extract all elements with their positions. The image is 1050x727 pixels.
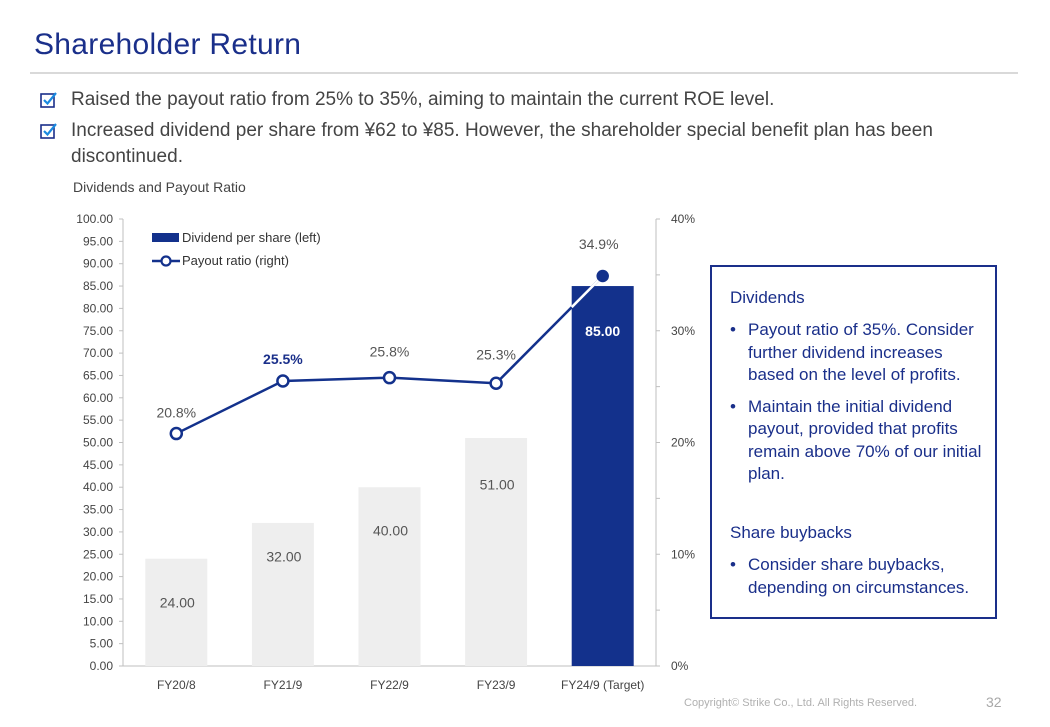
left-tick-label: 25.00 — [83, 547, 113, 561]
list-item: Payout ratio of 35%. Consider further di… — [730, 319, 992, 387]
left-tick-label: 10.00 — [83, 614, 113, 628]
right-tick-label: 40% — [671, 212, 695, 226]
left-tick-label: 100.00 — [76, 212, 113, 226]
dividend-bar-label: 40.00 — [373, 522, 408, 538]
payout-line-segment-overlay — [570, 275, 604, 309]
dividends-list: Payout ratio of 35%. Consider further di… — [730, 319, 992, 495]
x-category-label: FY22/9 — [370, 678, 409, 692]
left-tick-label: 75.00 — [83, 324, 113, 338]
left-tick-label: 40.00 — [83, 480, 113, 494]
legend-bar-label: Dividend per share (left) — [182, 230, 321, 245]
checkbox-check-icon — [40, 92, 57, 108]
left-tick-label: 60.00 — [83, 391, 113, 405]
x-category-label: FY24/9 (Target) — [561, 678, 644, 692]
right-tick-label: 10% — [671, 547, 695, 561]
x-category-label: FY20/8 — [157, 678, 196, 692]
page-title: Shareholder Return — [34, 28, 302, 61]
payout-point — [596, 269, 609, 283]
payout-line-segment — [389, 376, 497, 385]
policy-infobox: Dividends Payout ratio of 35%. Consider … — [710, 265, 997, 619]
left-tick-label: 95.00 — [83, 234, 113, 248]
dividend-bar — [145, 558, 208, 666]
chart-title: Dividends and Payout Ratio — [73, 179, 246, 195]
left-tick-label: 30.00 — [83, 525, 113, 539]
share-buybacks-heading: Share buybacks — [730, 523, 852, 542]
left-tick-label: 35.00 — [83, 503, 113, 517]
dividend-bar — [251, 522, 314, 666]
left-tick-label: 20.00 — [83, 570, 113, 584]
buybacks-list: Consider share buybacks, depending on ci… — [730, 554, 992, 608]
legend-bar-swatch — [152, 233, 179, 242]
dividend-bar — [358, 487, 421, 666]
left-tick-label: 65.00 — [83, 368, 113, 382]
dividend-bar-label: 51.00 — [480, 477, 515, 493]
x-category-label: FY21/9 — [264, 678, 303, 692]
legend-line-label: Payout ratio (right) — [182, 253, 289, 268]
payout-line-segment — [282, 376, 390, 383]
page-number: 32 — [986, 694, 1002, 710]
checkbox-check-icon — [40, 123, 57, 139]
dividend-bar-label: 24.00 — [160, 595, 195, 611]
left-tick-label: 50.00 — [83, 436, 113, 450]
payout-point — [276, 374, 290, 388]
payout-point-label: 34.9% — [579, 236, 619, 252]
bullet-text: Increased dividend per share from ¥62 to… — [71, 120, 933, 167]
payout-point-label: 25.3% — [476, 346, 516, 362]
left-tick-label: 90.00 — [83, 257, 113, 271]
list-item: Maintain the initial dividend payout, pr… — [730, 396, 992, 486]
legend-line-marker — [160, 255, 172, 267]
payout-point — [169, 426, 184, 441]
right-tick-label: 0% — [671, 659, 689, 673]
dividend-bar — [571, 286, 634, 666]
payout-point-label: 25.5% — [263, 351, 303, 367]
copyright-footer: Copyright© Strike Co., Ltd. All Rights R… — [684, 697, 918, 709]
list-item: Consider share buybacks, depending on ci… — [730, 554, 992, 599]
payout-point-label: 25.8% — [370, 344, 410, 360]
left-tick-label: 15.00 — [83, 592, 113, 606]
dividend-bar — [465, 438, 528, 666]
left-tick-label: 45.00 — [83, 458, 113, 472]
payout-line-segment — [175, 379, 284, 435]
title-divider — [30, 72, 1018, 74]
payout-point — [489, 376, 503, 391]
left-tick-label: 80.00 — [83, 301, 113, 315]
dividend-bar-label: 32.00 — [266, 549, 301, 565]
payout-point-label: 20.8% — [156, 405, 196, 421]
left-tick-label: 55.00 — [83, 413, 113, 427]
right-tick-label: 20% — [671, 436, 695, 450]
bullet-text: Raised the payout ratio from 25% to 35%,… — [71, 89, 775, 110]
dividend-bar-label: 85.00 — [585, 323, 620, 339]
left-tick-label: 85.00 — [83, 279, 113, 293]
payout-point — [382, 370, 397, 385]
dividends-heading: Dividends — [730, 288, 805, 307]
left-tick-label: 0.00 — [90, 659, 114, 673]
left-tick-label: 5.00 — [90, 637, 114, 651]
right-tick-label: 30% — [671, 324, 695, 338]
x-category-label: FY23/9 — [477, 678, 516, 692]
left-tick-label: 70.00 — [83, 346, 113, 360]
